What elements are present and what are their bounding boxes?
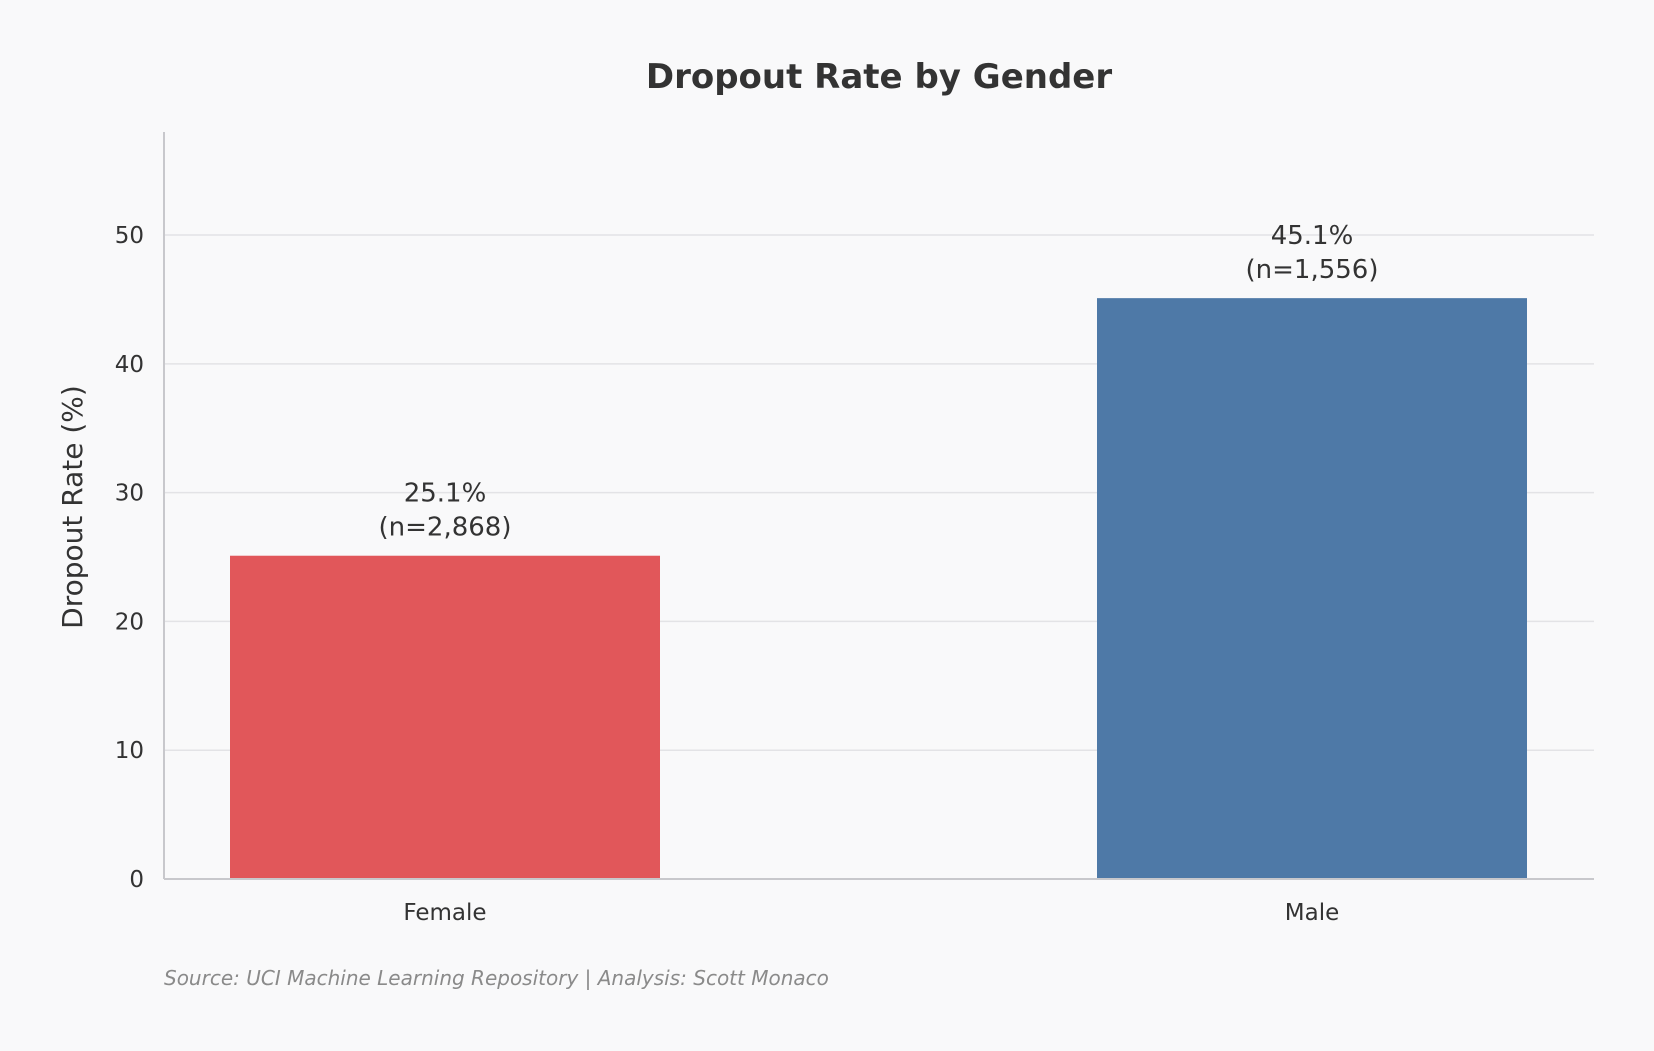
y-tick-label: 20: [115, 609, 144, 635]
bar-female: [230, 555, 660, 879]
x-tick-label: Female: [403, 900, 486, 926]
bar-value-label: 45.1%: [1271, 221, 1354, 251]
y-tick-label: 50: [115, 223, 144, 249]
bar-value-labels: 25.1% (n=2,868) 45.1% (n=1,556): [379, 221, 1379, 543]
bar-male: [1097, 298, 1527, 880]
y-axis-label: Dropout Rate (%): [56, 385, 89, 629]
bar-value-label: 25.1%: [404, 479, 487, 509]
y-tick-label: 10: [115, 738, 144, 764]
x-tick-label: Male: [1285, 900, 1339, 926]
bar-count-label: (n=1,556): [1246, 255, 1379, 285]
x-tick-labels: Female Male: [403, 900, 1339, 926]
y-tick-label: 30: [115, 481, 144, 507]
chart-title: Dropout Rate by Gender: [646, 57, 1113, 97]
y-axis: 0 10 20 30 40 50 Dropout Rate (%): [56, 132, 165, 893]
bars: [230, 298, 1527, 880]
y-tick-label: 40: [115, 352, 144, 378]
bar-count-label: (n=2,868): [379, 513, 512, 543]
y-tick-label: 0: [129, 867, 144, 893]
source-note: Source: UCI Machine Learning Repository …: [164, 966, 829, 990]
y-tick-labels: 0 10 20 30 40 50: [115, 223, 144, 893]
